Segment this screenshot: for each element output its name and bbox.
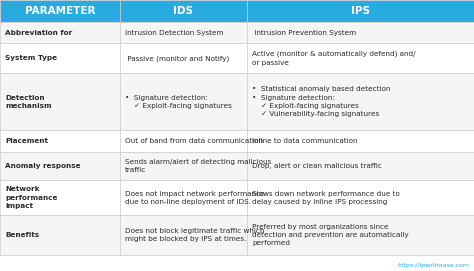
Text: PARAMETER: PARAMETER [25, 6, 95, 16]
Bar [247, 22, 474, 43]
Text: Network
performance
impact: Network performance impact [5, 186, 57, 209]
Bar [0, 215, 120, 255]
Bar [120, 180, 247, 215]
Text: Does not block legitimate traffic which
might be blocked by IPS at times.: Does not block legitimate traffic which … [125, 228, 264, 242]
Bar [120, 73, 247, 130]
Bar [0, 130, 120, 152]
Text: System Type: System Type [5, 55, 57, 61]
Text: •  Statistical anomaly based detection
•  Signature detection:
    ✓ Exploit-fac: • Statistical anomaly based detection • … [252, 86, 391, 117]
Text: Sends alarm/alert of detecting malicious
traffic: Sends alarm/alert of detecting malicious… [125, 159, 272, 173]
Text: https://ipwithease.com: https://ipwithease.com [398, 263, 470, 268]
Text: Intrusion Prevention System: Intrusion Prevention System [252, 30, 356, 36]
Bar [247, 130, 474, 152]
Text: Detection
mechanism: Detection mechanism [5, 95, 52, 109]
Text: Active (monitor & automatically defend) and/
or passive: Active (monitor & automatically defend) … [252, 51, 416, 66]
Bar [247, 152, 474, 180]
Bar [0, 152, 120, 180]
Bar [120, 215, 247, 255]
Bar [247, 0, 474, 22]
Bar [0, 43, 120, 73]
Text: IPS: IPS [351, 6, 370, 16]
Text: Placement: Placement [5, 138, 48, 144]
Text: •  Signature detection:
    ✓ Exploit-facing signatures: • Signature detection: ✓ Exploit-facing … [125, 95, 232, 109]
Text: Inline to data communication: Inline to data communication [252, 138, 357, 144]
Bar [0, 22, 120, 43]
Bar [247, 43, 474, 73]
Text: Passive (monitor and Notify): Passive (monitor and Notify) [125, 55, 229, 62]
Text: Anomaly response: Anomaly response [5, 163, 81, 169]
Bar [120, 0, 247, 22]
Bar [0, 0, 120, 22]
Bar [247, 180, 474, 215]
Bar [0, 180, 120, 215]
Bar [120, 43, 247, 73]
Bar [120, 22, 247, 43]
Text: Out of band from data communication: Out of band from data communication [125, 138, 263, 144]
Text: Abbreviation for: Abbreviation for [5, 30, 72, 36]
Text: Benefits: Benefits [5, 232, 39, 238]
Bar [247, 73, 474, 130]
Text: Slows down network performance due to
delay caused by inline IPS processing: Slows down network performance due to de… [252, 191, 400, 205]
Text: Does not impact network performance
due to non-line deployment of IDS.: Does not impact network performance due … [125, 191, 264, 205]
Bar [247, 215, 474, 255]
Text: Intrusion Detection System: Intrusion Detection System [125, 30, 224, 36]
Text: Preferred by most organizations since
detection and prevention are automatically: Preferred by most organizations since de… [252, 224, 409, 247]
Text: Drop, alert or clean malicious traffic: Drop, alert or clean malicious traffic [252, 163, 382, 169]
Text: IDS: IDS [173, 6, 193, 16]
Bar [120, 130, 247, 152]
Bar [120, 152, 247, 180]
Bar [0, 73, 120, 130]
